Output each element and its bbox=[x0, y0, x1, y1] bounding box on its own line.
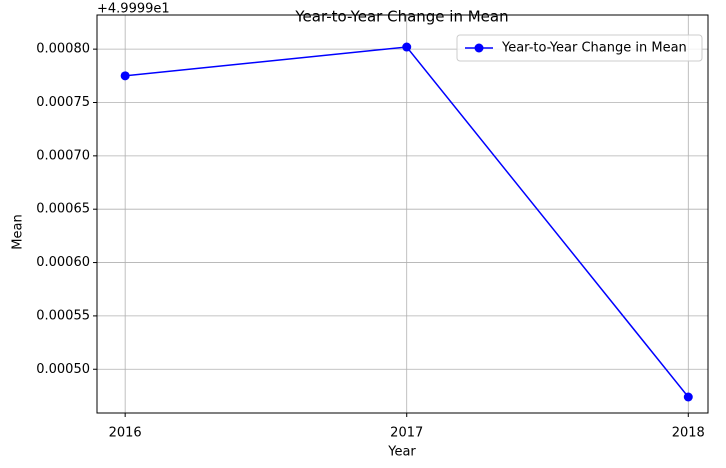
legend-label: Year-to-Year Change in Mean bbox=[501, 41, 687, 56]
y-tick-label: 0.00055 bbox=[36, 308, 90, 323]
y-tick-label: 0.00060 bbox=[36, 255, 90, 270]
x-tick-label: 2018 bbox=[672, 426, 705, 441]
point bbox=[120, 71, 130, 81]
y-axis-label: Mean bbox=[11, 214, 26, 249]
plot-frame bbox=[96, 14, 709, 414]
y-tick-label: 0.00065 bbox=[36, 202, 90, 217]
legend-box bbox=[456, 34, 703, 62]
chart-title: Year-to-Year Change in Mean bbox=[294, 8, 508, 26]
y-tick-label: 0.00080 bbox=[36, 42, 90, 57]
point bbox=[402, 42, 412, 52]
x-tick-label: 2017 bbox=[390, 426, 423, 441]
y-tick-label: 0.00050 bbox=[36, 362, 90, 377]
offset-text: +4.9999e1 bbox=[97, 2, 170, 17]
x-tick-label: 2016 bbox=[109, 426, 142, 441]
point bbox=[683, 392, 693, 402]
legend-marker bbox=[474, 43, 484, 53]
y-tick-label: 0.00070 bbox=[36, 148, 90, 163]
legend: Year-to-Year Change in Mean bbox=[456, 34, 703, 62]
y-tick-label: 0.00075 bbox=[36, 95, 90, 110]
x-axis-label: Year bbox=[387, 445, 416, 460]
